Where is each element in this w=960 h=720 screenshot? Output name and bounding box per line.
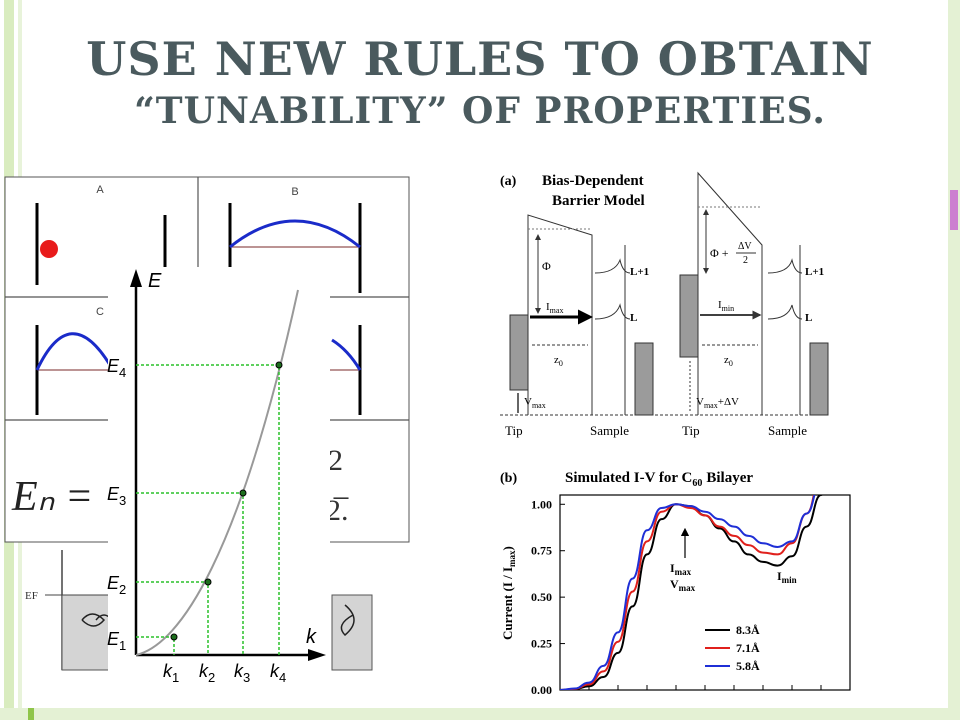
dv-label: ΔV	[738, 241, 752, 252]
phi-dv-label: Φ +	[710, 246, 729, 260]
accent-stripe-right	[948, 0, 960, 720]
wavefunction-b	[229, 219, 361, 249]
sample-block	[634, 342, 654, 416]
dispersion-plot-bg	[108, 267, 330, 697]
wavefunction-d	[331, 338, 362, 371]
axis-e-label: E	[148, 270, 162, 292]
dispersion-curve	[135, 289, 299, 656]
y-tick-label: 0.75	[531, 544, 552, 558]
panel-label-a: A	[96, 184, 104, 196]
y-tick-label: 0.25	[531, 637, 552, 651]
imin-annotation: Imin	[777, 569, 797, 585]
barrier-title-2: Barrier Model	[552, 193, 645, 209]
tip-label: Tip	[505, 423, 523, 438]
panel-label-b: B	[291, 186, 298, 198]
slide-title-line2: “TUNABILITY” OF PROPERTIES.	[134, 90, 826, 132]
accent-stripe-bottom	[0, 708, 960, 720]
y-axis-label: Current (I / Imax)	[500, 546, 517, 640]
level-point	[275, 361, 283, 369]
k-label-3: k3	[234, 661, 250, 685]
panel-label-a-right: (a)	[500, 174, 517, 189]
z0-label: z0	[554, 354, 563, 368]
orbital-shape-right	[340, 604, 355, 637]
two-label: 2	[743, 255, 748, 266]
level-peak	[767, 258, 803, 274]
panel-label-c: C	[96, 306, 104, 318]
chart-title: Simulated I-V for C60 Bilayer	[565, 470, 753, 489]
formula-tail-top: 2	[328, 444, 343, 477]
slide-title-line1: USE NEW RULES TO OBTAIN	[86, 32, 874, 86]
k-label-2: k2	[199, 661, 215, 685]
y-tick-label: 0.50	[531, 590, 552, 604]
accent-stripe-right-mark	[950, 190, 958, 230]
axis-e-arrow	[130, 269, 142, 287]
tip-label-2: Tip	[682, 423, 700, 438]
level-peak	[594, 258, 631, 274]
tip-block	[509, 314, 529, 391]
level-point	[239, 489, 247, 497]
formula-fragment: Eₙ =	[11, 474, 93, 520]
y-tick-label: 0.00	[531, 683, 552, 697]
level-point	[204, 578, 212, 586]
vmax-label: Vmax	[524, 396, 546, 410]
imax-annotation: Imax	[670, 561, 692, 577]
accent-stripe-bottom-2	[28, 708, 34, 720]
phi-label: Φ	[542, 259, 551, 273]
level-peak	[594, 303, 631, 320]
sample-block-2	[809, 342, 829, 416]
barrier-right	[697, 171, 763, 415]
sample-label-2: Sample	[768, 423, 807, 438]
l-plus-label-2: L+1	[805, 266, 824, 278]
z0-label-2: z0	[724, 354, 733, 368]
level-point	[170, 633, 178, 641]
sample-label: Sample	[590, 423, 629, 438]
legend-label: 5.8Å	[736, 659, 760, 673]
e-label-1: E1	[107, 629, 126, 653]
legend: 8.3Å 7.1Å 5.8Å	[705, 623, 760, 673]
legend-label: 7.1Å	[736, 641, 760, 655]
imax-label: Imax	[546, 301, 563, 315]
k-label-1: k1	[163, 661, 179, 685]
wavefunction-c	[35, 332, 112, 371]
plot-frame	[559, 494, 851, 691]
k-label-4: k4	[270, 661, 286, 685]
e-label-2: E2	[107, 573, 126, 597]
fermi-label: EF	[25, 590, 38, 602]
legend-label: 8.3Å	[736, 623, 760, 637]
imin-label: Imin	[718, 299, 734, 313]
level-peak	[767, 304, 803, 320]
vmax-annotation: Vmax	[670, 577, 696, 593]
slide-title: USE NEW RULES TO OBTAIN “TUNABILITY” OF …	[0, 30, 960, 134]
l-plus-label: L+1	[630, 266, 649, 278]
particle-dot	[40, 240, 58, 258]
iv-chart: (b) Simulated I-V for C60 Bilayer Current…	[500, 470, 851, 697]
formula-tail-bottom: 2̅.	[326, 494, 349, 527]
barrier-model-figure: (a) Bias-Dependent Barrier Model Φ Imax …	[500, 171, 829, 438]
tip-block-2	[679, 274, 699, 358]
l-label-2: L	[805, 312, 812, 324]
series-line-2	[560, 495, 815, 690]
vmax-dv-label: Vmax+ΔV	[696, 396, 739, 410]
axis-k-arrow	[308, 649, 326, 661]
e-label-4: E4	[107, 356, 126, 380]
barrier-left	[527, 214, 593, 415]
e-label-3: E3	[107, 484, 126, 508]
barrier-title-1: Bias-Dependent	[542, 173, 644, 189]
panel-label-b-right: (b)	[500, 471, 517, 486]
series-line-3	[560, 495, 816, 690]
band-box-right	[331, 594, 373, 671]
left-figure: A B C Eₙ = 2 2̅. EF E k E1 E2 E3 E4 k	[4, 176, 410, 697]
y-tick-label: 1.00	[531, 497, 552, 511]
l-label: L	[630, 312, 637, 324]
axis-k-label: k	[306, 626, 317, 648]
